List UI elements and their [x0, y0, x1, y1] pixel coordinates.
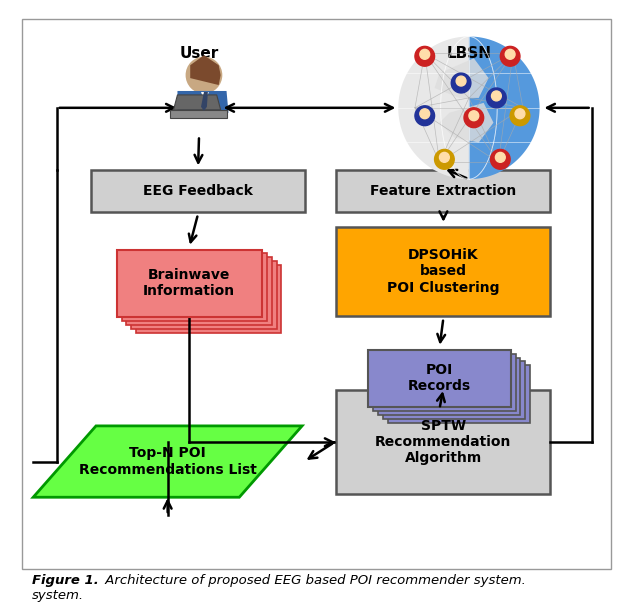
Text: Figure 1.: Figure 1. — [32, 574, 99, 587]
FancyBboxPatch shape — [369, 349, 511, 407]
Circle shape — [415, 106, 435, 126]
Circle shape — [415, 46, 435, 66]
FancyBboxPatch shape — [136, 265, 282, 333]
Polygon shape — [173, 95, 221, 110]
Circle shape — [492, 91, 501, 101]
Polygon shape — [201, 92, 209, 103]
Circle shape — [464, 108, 484, 128]
Polygon shape — [201, 92, 208, 111]
Polygon shape — [177, 91, 228, 113]
FancyBboxPatch shape — [388, 365, 531, 423]
Circle shape — [510, 106, 530, 126]
FancyBboxPatch shape — [122, 254, 267, 321]
Text: LBSN: LBSN — [447, 46, 492, 61]
Circle shape — [451, 73, 471, 93]
Text: Top-N POI
Recommendations List: Top-N POI Recommendations List — [79, 447, 257, 477]
Circle shape — [456, 76, 466, 86]
Text: User: User — [179, 46, 219, 61]
Text: DPSOHiK
based
POI Clustering: DPSOHiK based POI Clustering — [387, 248, 500, 295]
Circle shape — [515, 109, 525, 119]
Circle shape — [500, 46, 520, 66]
Circle shape — [440, 152, 449, 163]
Text: Feature Extraction: Feature Extraction — [371, 184, 516, 198]
FancyBboxPatch shape — [337, 390, 550, 494]
Circle shape — [486, 88, 506, 108]
Circle shape — [505, 49, 515, 59]
FancyBboxPatch shape — [337, 170, 550, 212]
FancyBboxPatch shape — [116, 249, 262, 317]
Circle shape — [420, 49, 429, 59]
FancyBboxPatch shape — [127, 257, 271, 325]
Circle shape — [435, 150, 454, 169]
Circle shape — [186, 57, 221, 93]
Text: POI
Records: POI Records — [408, 363, 471, 393]
Polygon shape — [190, 56, 221, 85]
Circle shape — [469, 111, 479, 121]
FancyBboxPatch shape — [383, 362, 525, 419]
Circle shape — [490, 150, 510, 169]
FancyBboxPatch shape — [337, 227, 550, 316]
Text: Architecture of proposed EEG based POI recommender system.: Architecture of proposed EEG based POI r… — [101, 574, 526, 587]
Circle shape — [495, 152, 505, 163]
FancyBboxPatch shape — [378, 357, 520, 415]
Polygon shape — [440, 103, 493, 142]
Polygon shape — [469, 37, 540, 179]
Text: SPTW
Recommendation
Algorithm: SPTW Recommendation Algorithm — [375, 419, 511, 466]
FancyBboxPatch shape — [373, 354, 516, 411]
Text: Brainwave
Information: Brainwave Information — [143, 268, 236, 298]
Text: EEG Feedback: EEG Feedback — [143, 184, 253, 198]
Polygon shape — [33, 426, 302, 497]
FancyBboxPatch shape — [170, 110, 227, 118]
Text: system.: system. — [32, 589, 84, 602]
FancyBboxPatch shape — [131, 262, 276, 329]
Polygon shape — [398, 37, 469, 179]
FancyBboxPatch shape — [91, 170, 305, 212]
Circle shape — [420, 109, 429, 119]
Polygon shape — [435, 58, 488, 98]
